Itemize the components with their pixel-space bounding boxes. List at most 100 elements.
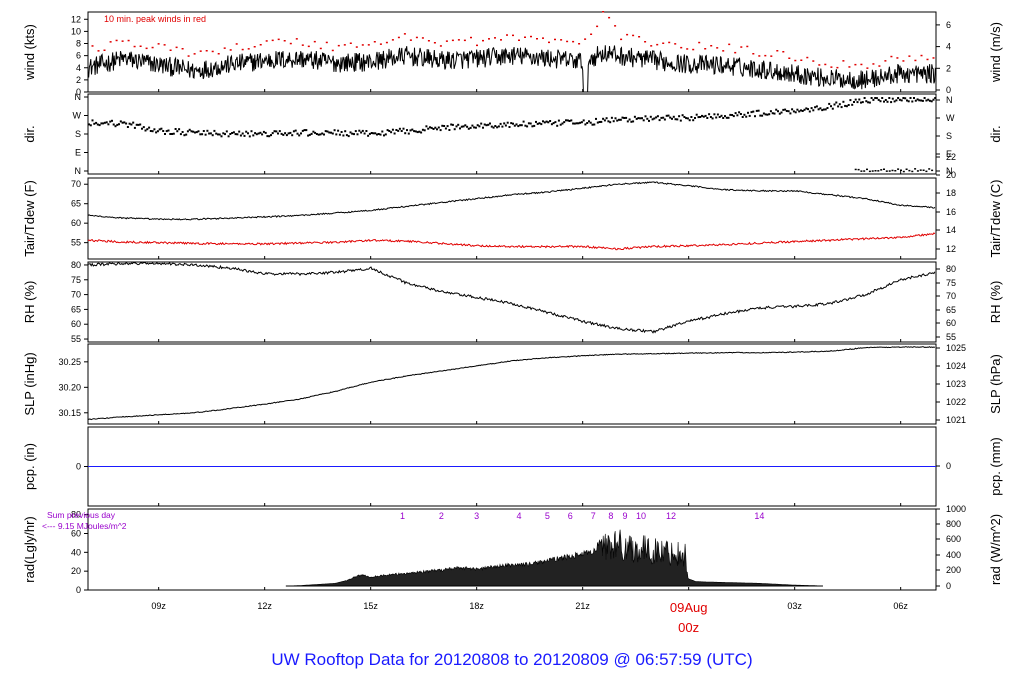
direction-point [612,120,615,123]
direction-point [928,99,931,102]
direction-point [183,134,186,137]
direction-point [181,131,184,133]
wind-speed-line [87,45,937,93]
direction-point [909,97,912,99]
wind-peak-mark [878,65,881,67]
rh-right-tick-label: 75 [946,278,956,288]
direction-point [704,114,707,117]
wind-peak-mark [632,34,635,37]
direction-point [398,127,401,130]
wind-peak-mark [770,55,773,57]
pressure-right-tick-label: 1023 [946,379,966,389]
wind-left-tick-label: 2 [76,75,81,85]
wind-peak-mark [644,41,647,43]
direction-point [294,129,297,132]
wind-peak-mark [163,44,166,46]
direction-point [577,122,580,125]
direction-point [238,130,241,133]
direction-point [845,105,848,108]
direction-point [171,133,173,135]
wind-peak-mark [109,41,112,43]
direction-point [527,122,530,125]
direction-point [109,120,112,123]
direction-point [414,130,417,133]
direction-point [125,122,128,125]
direction-point [911,100,914,103]
direction-point [172,132,175,135]
direction-point [754,115,756,118]
wind-peak-mark [776,50,779,52]
direction-point [501,125,504,128]
direction-point [582,119,585,122]
direction-point [91,119,94,122]
wind-peak-mark [295,38,298,40]
wind-peak-mark [337,44,340,47]
wind-annotation: 10 min. peak winds in red [104,14,206,24]
direction-point [923,97,926,99]
direction-point [819,107,822,110]
x-tick-label: 15z [363,601,378,611]
direction-point [623,117,626,119]
direction-point [715,116,718,119]
direction-point [89,124,92,127]
direction-point [255,133,258,136]
direction-point [822,108,825,111]
wind-peak-mark [608,16,611,19]
wind-peak-mark [746,45,749,48]
radiation-sum-value: <--- 9.15 MJoules/m^2 [42,521,127,531]
direction-point [545,120,548,123]
wind-peak-mark [476,44,478,47]
direction-point [787,110,790,113]
rh-right-tick-label: 70 [946,291,956,301]
wind-peak-mark [836,66,839,69]
wind-peak-mark [752,53,755,55]
direction-point [383,134,385,137]
direction-point [363,132,366,135]
direction-point [830,105,832,108]
direction-point [536,122,539,125]
direction-point [709,116,712,118]
direction-left-tick-label: W [73,111,82,121]
direction-point [148,126,151,129]
direction-point [922,169,925,171]
wind-left-tick-label: 8 [76,39,81,49]
direction-point [315,133,318,135]
direction-point [492,126,495,129]
direction-point [296,132,299,135]
direction-point [381,130,384,133]
direction-point [209,132,212,135]
direction-point [291,134,294,137]
direction-point [204,133,207,136]
direction-point [105,121,108,124]
direction-right-tick-label: S [946,131,952,141]
direction-point [908,169,911,172]
direction-point [547,121,550,124]
direction-point [321,132,324,135]
direction-point [473,126,476,129]
direction-point [243,134,246,137]
direction-point [674,118,677,121]
radiation-hour-marker: 8 [608,511,613,521]
wind-peak-mark [812,60,815,62]
direction-point [554,121,557,124]
direction-point [195,131,198,134]
direction-point [559,123,562,126]
direction-point [155,131,158,134]
direction-point [762,112,765,115]
wind-peak-mark [518,39,520,41]
wind-peak-mark [842,60,845,62]
wind-peak-mark [602,11,605,13]
wind-peak-mark [794,59,797,62]
direction-point [549,120,552,122]
direction-point [860,170,863,172]
direction-point [533,124,536,127]
direction-left-tick-label: S [75,129,81,139]
direction-point [489,122,491,125]
direction-point [135,123,138,126]
radiation-sum-label: Sum previous day [47,510,116,520]
direction-point [459,127,461,130]
direction-point [866,168,868,171]
wind-peak-mark [506,34,508,36]
radiation-hour-marker: 7 [591,511,596,521]
direction-point [430,126,433,129]
